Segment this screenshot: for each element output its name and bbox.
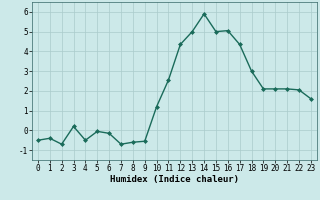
X-axis label: Humidex (Indice chaleur): Humidex (Indice chaleur) — [110, 175, 239, 184]
